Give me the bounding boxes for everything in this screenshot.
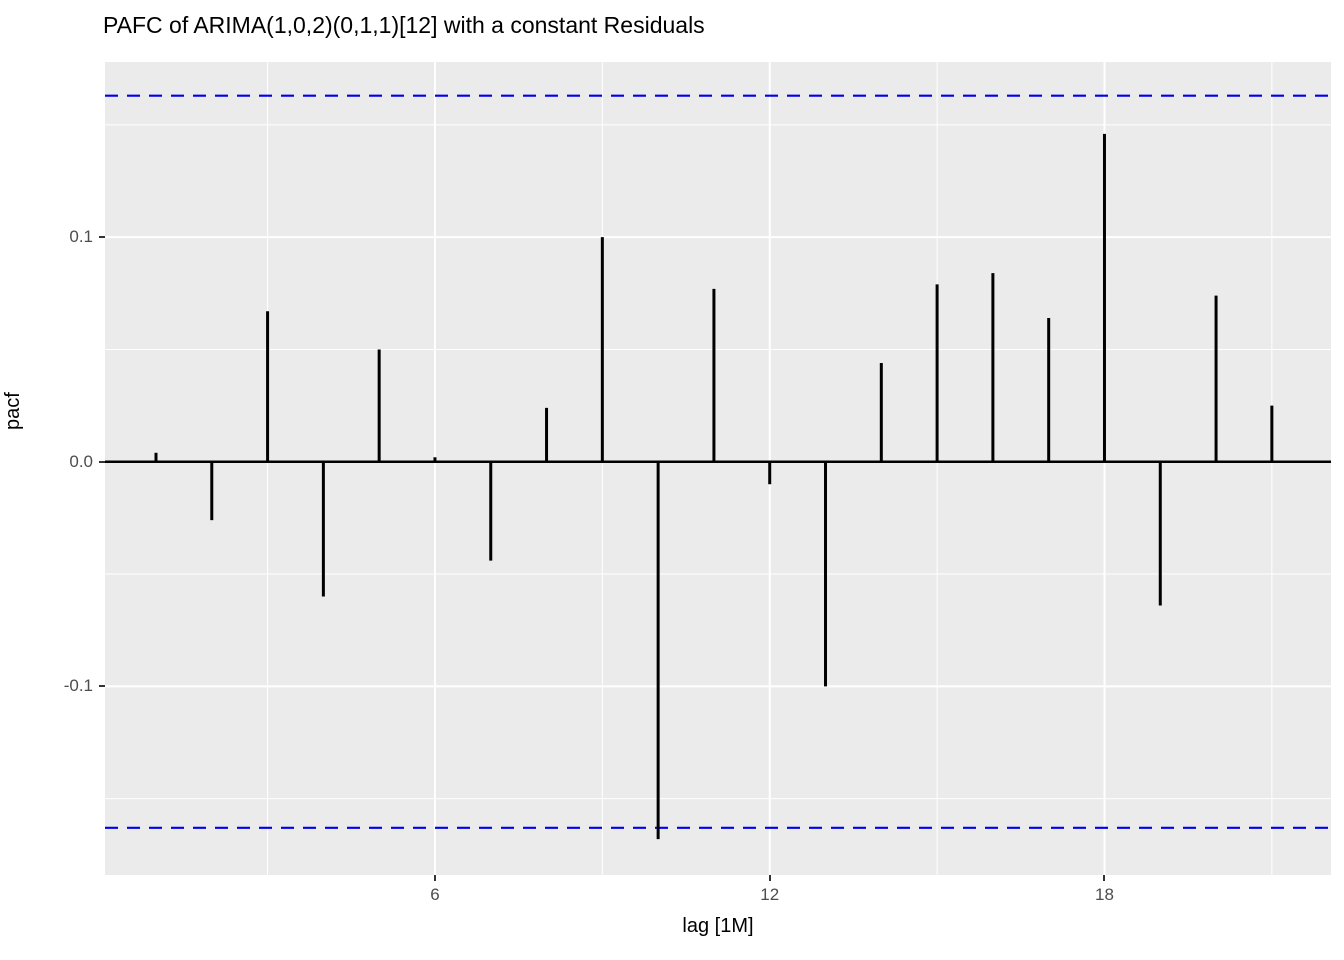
x-tick-label: 6: [430, 885, 440, 904]
y-tick-label: 0.1: [69, 227, 93, 247]
y-tick-label: -0.1: [63, 676, 93, 696]
chart-title: PAFC of ARIMA(1,0,2)(0,1,1)[12] with a c…: [103, 12, 705, 38]
plot-panel: [105, 62, 1331, 875]
x-tick-mark: [1103, 875, 1106, 881]
y-tick-mark: [99, 460, 105, 463]
x-tick-label: 12: [760, 885, 780, 904]
y-tick-label: 0.0: [69, 451, 93, 471]
x-tick-label: 18: [1095, 885, 1114, 904]
x-tick-mark: [768, 875, 771, 881]
x-axis-label: lag [1M]: [682, 915, 754, 937]
plot-canvas: [105, 62, 1331, 875]
y-tick-mark: [99, 685, 105, 688]
x-tick-mark: [433, 875, 436, 881]
y-axis-label: pacf: [2, 392, 24, 430]
y-tick-mark: [99, 236, 105, 239]
